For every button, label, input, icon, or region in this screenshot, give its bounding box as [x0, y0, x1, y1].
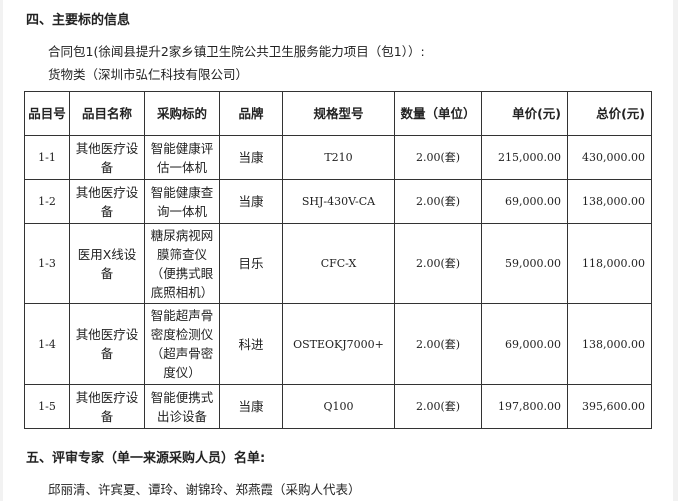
item-no-cell: 1-2 — [24, 179, 70, 224]
left-margin — [0, 0, 3, 501]
procurement-target-cell: 智能健康评估一体机 — [144, 135, 220, 180]
table-header-row: 品目号 品目名称 采购标的 品牌 规格型号 数量（单位） 单价(元) 总价(元) — [24, 91, 652, 136]
brand-cell: 当康 — [219, 135, 283, 180]
unit-price-cell: 215,000.00 — [481, 135, 568, 180]
quantity-cell: 2.00(套) — [394, 179, 482, 224]
item-name-cell: 其他医疗设备 — [69, 135, 145, 180]
items-table: 品目号 品目名称 采购标的 品牌 规格型号 数量（单位） 单价(元) 总价(元)… — [24, 91, 652, 429]
total-price-cell: 118,000.00 — [567, 223, 652, 304]
procurement-target-cell: 糖尿病视网膜筛查仪（便携式眼底照相机） — [144, 223, 220, 304]
unit-price-cell: 197,800.00 — [481, 384, 568, 429]
header-cell: 品目号 — [24, 91, 70, 136]
quantity-cell: 2.00(套) — [394, 223, 482, 304]
unit-price-cell: 69,000.00 — [481, 179, 568, 224]
procurement-target-cell: 智能便携式出诊设备 — [144, 384, 220, 429]
model-cell: Q100 — [282, 384, 395, 429]
table-row: 1-2 其他医疗设备 智能健康查询一体机 当康 SHJ-430V-CA 2.00(套) 69… — [24, 179, 652, 224]
quantity-cell: 2.00(套) — [394, 303, 482, 385]
model-cell: T210 — [282, 135, 395, 180]
unit-price-cell: 59,000.00 — [481, 223, 568, 304]
brand-cell: 当康 — [219, 384, 283, 429]
table-row: 1-1 其他医疗设备 智能健康评估一体机 当康 T210 2.00(套) 215,000.0… — [24, 135, 652, 180]
header-cell: 规格型号 — [282, 91, 395, 136]
item-no-cell: 1-3 — [24, 223, 70, 304]
item-name-cell: 其他医疗设备 — [69, 384, 145, 429]
model-cell: SHJ-430V-CA — [282, 179, 395, 224]
header-cell: 品目名称 — [69, 91, 145, 136]
model-cell: CFC-X — [282, 223, 395, 304]
item-name-cell: 其他医疗设备 — [69, 303, 145, 385]
procurement-target-cell: 智能超声骨密度检测仪（超声骨密度仪） — [144, 303, 220, 385]
header-cell: 采购标的 — [144, 91, 220, 136]
model-cell: OSTEOKJ7000+ — [282, 303, 395, 385]
section4-title: 四、主要标的信息 — [26, 13, 131, 28]
supplier-line: 货物类（深圳市弘仁科技有限公司） — [48, 67, 249, 82]
brand-cell: 当康 — [219, 179, 283, 224]
item-name-cell: 其他医疗设备 — [69, 179, 145, 224]
table-row: 1-4 其他医疗设备 智能超声骨密度检测仪（超声骨密度仪） 科进 OSTEOKJ7000… — [24, 303, 652, 385]
quantity-cell: 2.00(套) — [394, 135, 482, 180]
header-cell: 品牌 — [219, 91, 283, 136]
item-no-cell: 1-5 — [24, 384, 70, 429]
scrollbar-track[interactable] — [673, 0, 678, 501]
table-row: 1-3 医用X线设备 糖尿病视网膜筛查仪（便携式眼底照相机） 目乐 CFC-X 2.00(… — [24, 223, 652, 304]
brand-cell: 目乐 — [219, 223, 283, 304]
item-name-cell: 医用X线设备 — [69, 223, 145, 304]
quantity-cell: 2.00(套) — [394, 384, 482, 429]
table-row: 1-5 其他医疗设备 智能便携式出诊设备 当康 Q100 2.00(套) 197,800.0… — [24, 384, 652, 429]
header-cell: 总价(元) — [567, 91, 652, 136]
item-no-cell: 1-4 — [24, 303, 70, 385]
total-price-cell: 395,600.00 — [567, 384, 652, 429]
package-line: 合同包1(徐闻县提升2家乡镇卫生院公共卫生服务能力项目（包1））: — [48, 44, 425, 59]
header-cell: 数量（单位） — [394, 91, 482, 136]
header-cell: 单价(元) — [481, 91, 568, 136]
item-no-cell: 1-1 — [24, 135, 70, 180]
brand-cell: 科进 — [219, 303, 283, 385]
total-price-cell: 138,000.00 — [567, 179, 652, 224]
unit-price-cell: 69,000.00 — [481, 303, 568, 385]
section5-title: 五、评审专家（单一来源采购人员）名单: — [26, 451, 266, 466]
total-price-cell: 430,000.00 — [567, 135, 652, 180]
total-price-cell: 138,000.00 — [567, 303, 652, 385]
experts-line: 邱丽清、许宾夏、谭玲、谢锦玲、郑燕霞（采购人代表） — [48, 482, 361, 497]
procurement-target-cell: 智能健康查询一体机 — [144, 179, 220, 224]
